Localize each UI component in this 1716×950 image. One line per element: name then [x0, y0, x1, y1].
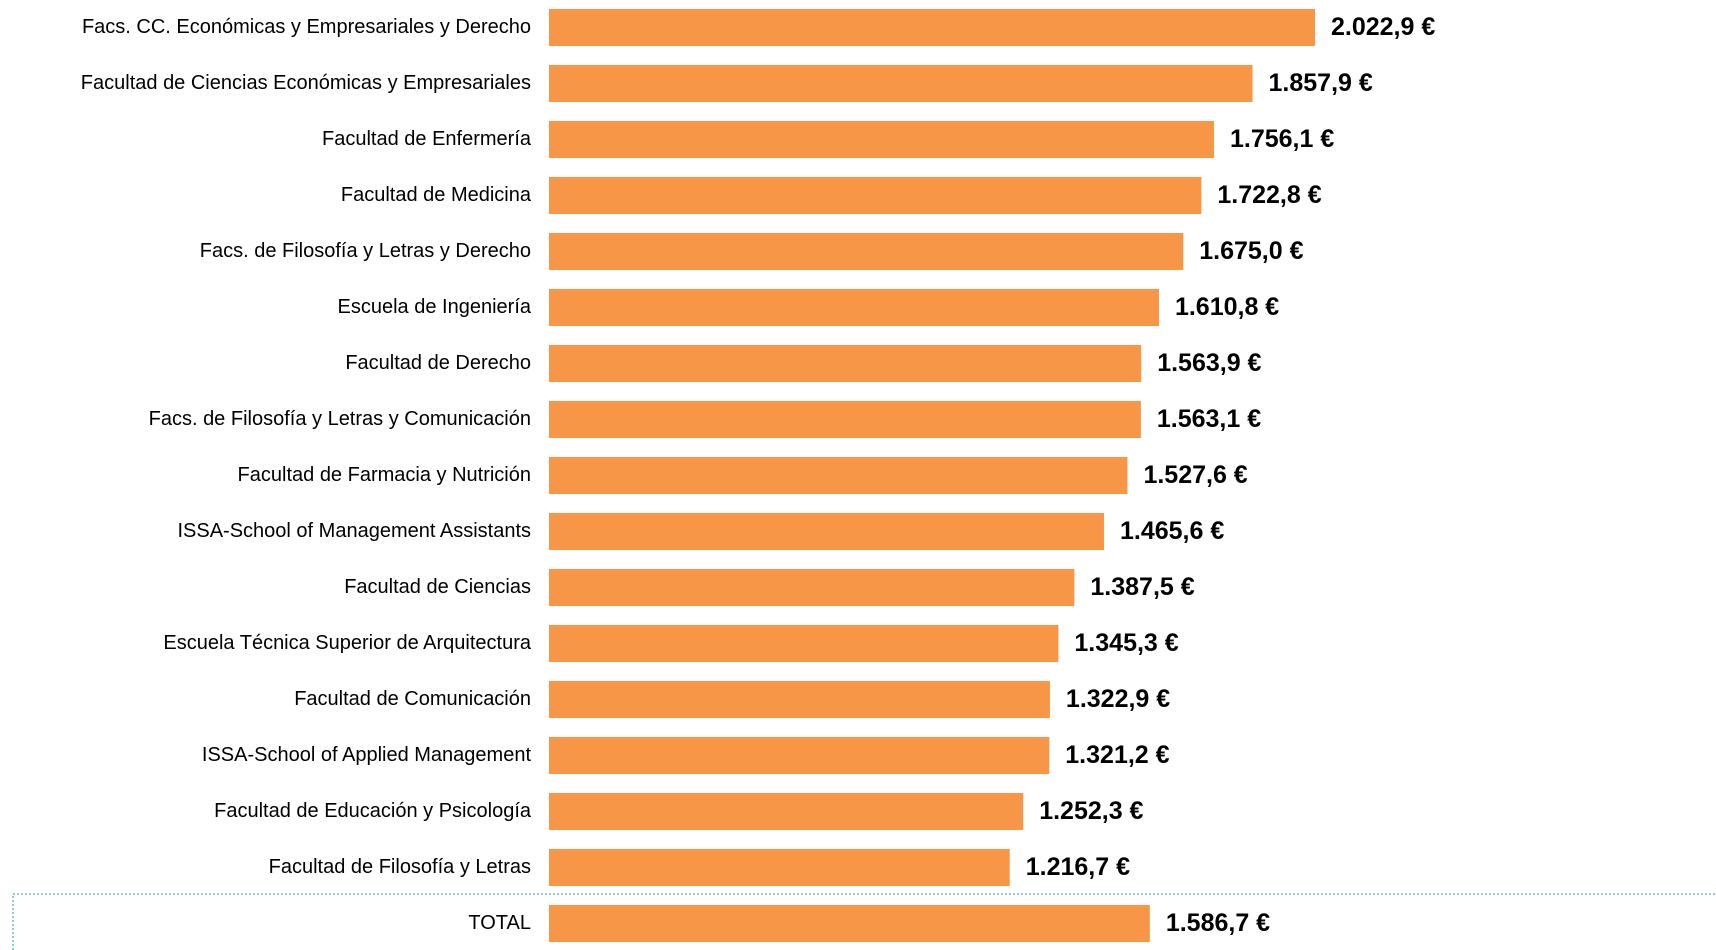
- bar: [549, 65, 1253, 102]
- value-label: 1.387,5 €: [1090, 573, 1194, 601]
- value-label: 1.756,1 €: [1230, 125, 1334, 153]
- value-label: 1.610,8 €: [1175, 293, 1279, 321]
- value-label: 1.586,7 €: [1166, 909, 1270, 937]
- bar: [549, 625, 1059, 662]
- category-label: ISSA-School of Management Assistants: [177, 520, 531, 542]
- bar: [549, 177, 1202, 214]
- category-label: Facultad de Derecho: [345, 352, 531, 374]
- value-label: 1.675,0 €: [1199, 237, 1303, 265]
- category-label: Facultad de Educación y Psicología: [214, 800, 532, 822]
- value-label: 1.252,3 €: [1039, 797, 1143, 825]
- bar: [549, 9, 1315, 46]
- bar: [549, 513, 1104, 550]
- value-label: 1.563,9 €: [1157, 349, 1261, 377]
- value-label: 1.465,6 €: [1120, 517, 1224, 545]
- bar: [549, 905, 1150, 942]
- category-label: Escuela de Ingeniería: [338, 296, 532, 318]
- bar: [549, 849, 1010, 886]
- value-label: 1.722,8 €: [1217, 181, 1321, 209]
- category-label: ISSA-School of Applied Management: [202, 744, 532, 766]
- bar: [549, 681, 1050, 718]
- category-label: Facultad de Comunicación: [294, 688, 531, 710]
- category-label: Facultad de Medicina: [341, 184, 532, 206]
- value-label: 1.857,9 €: [1269, 69, 1373, 97]
- total-frame: [12, 893, 1716, 950]
- bar: [549, 737, 1050, 774]
- category-label: Facultad de Farmacia y Nutrición: [238, 464, 531, 486]
- value-label: 1.322,9 €: [1066, 685, 1170, 713]
- bar: [549, 793, 1024, 830]
- bar: [549, 289, 1159, 326]
- category-label: Facultad de Enfermería: [322, 128, 532, 150]
- category-label: Facs. CC. Económicas y Empresariales y D…: [82, 16, 531, 38]
- category-label: Facultad de Ciencias Económicas y Empres…: [81, 72, 531, 94]
- category-label: TOTAL: [468, 912, 531, 934]
- value-label: 1.216,7 €: [1026, 853, 1130, 881]
- bar: [549, 569, 1075, 606]
- category-label: Facs. de Filosofía y Letras y Comunicaci…: [149, 408, 531, 430]
- bar: [549, 233, 1184, 270]
- value-label: 2.022,9 €: [1331, 13, 1435, 41]
- value-label: 1.345,3 €: [1074, 629, 1178, 657]
- bar: [549, 345, 1142, 382]
- category-label: Facultad de Ciencias: [344, 576, 531, 598]
- bar: [549, 457, 1128, 494]
- value-label: 1.527,6 €: [1143, 461, 1247, 489]
- bar: [549, 401, 1141, 438]
- category-label: Escuela Técnica Superior de Arquitectura: [163, 632, 531, 654]
- value-label: 1.563,1 €: [1157, 405, 1261, 433]
- value-label: 1.321,2 €: [1065, 741, 1169, 769]
- category-label: Facs. de Filosofía y Letras y Derecho: [200, 240, 531, 262]
- category-label: Facultad de Filosofía y Letras: [269, 856, 531, 878]
- bar: [549, 121, 1214, 158]
